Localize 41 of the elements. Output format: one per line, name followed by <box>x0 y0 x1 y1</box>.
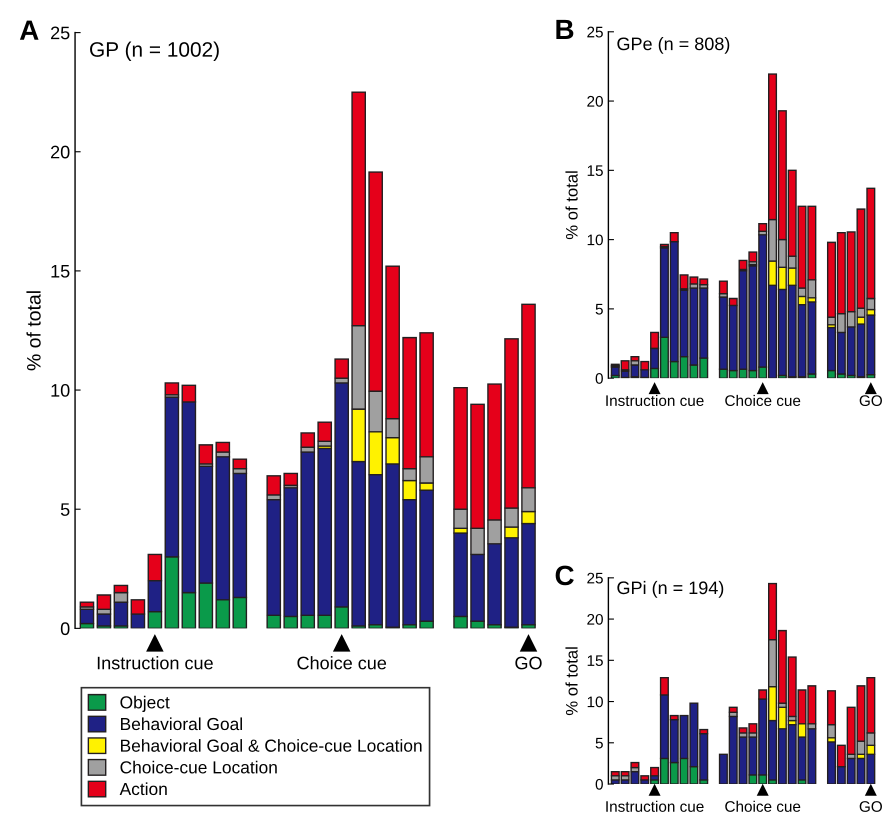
chart-title: GPi (n = 194) <box>617 580 724 598</box>
y-tick-label: 20 <box>587 614 603 625</box>
x-tick-label: Instruction cue <box>606 800 704 812</box>
x-tick-label: Choice cue <box>297 656 386 670</box>
y-tick-label: 10 <box>588 234 603 246</box>
legend-label: Choice-cue Location <box>120 760 277 774</box>
legend-label: Action <box>120 782 167 796</box>
text: B <box>556 20 574 39</box>
text: A <box>20 20 39 40</box>
x-tick-label: Choice cue <box>725 394 800 406</box>
legend-label: Behavioral Goal & Choice-cue Location <box>121 739 422 752</box>
y-axis-title: % of total <box>565 647 578 716</box>
y-tick-label: 20 <box>51 146 70 158</box>
y-tick-label: 5 <box>60 503 70 516</box>
y-tick-label: 0 <box>60 622 70 636</box>
x-tick-label: Choice cue <box>725 800 800 812</box>
y-tick-label: 0 <box>596 778 603 790</box>
y-tick-label: 15 <box>51 265 70 278</box>
y-tick-label: 5 <box>596 304 603 315</box>
y-tick-label: 5 <box>596 738 603 748</box>
x-tick-label: Instruction cue <box>606 394 704 406</box>
chart-title: GPe (n = 808) <box>617 36 730 54</box>
y-tick-label: 25 <box>587 572 603 584</box>
y-axis-title: % of total <box>26 291 41 370</box>
text: C <box>556 566 574 586</box>
legend-label: Behavioral Goal <box>121 717 242 730</box>
y-axis-title: % of total <box>565 171 578 240</box>
y-tick-label: 25 <box>51 26 70 40</box>
legend-label: Object <box>120 696 170 712</box>
x-tick-label: GO <box>860 395 882 406</box>
y-tick-label: 10 <box>51 384 70 397</box>
x-tick-label: GO <box>515 656 542 670</box>
x-tick-label: GO <box>860 801 882 812</box>
y-tick-label: 15 <box>588 655 603 666</box>
y-tick-label: 0 <box>596 373 603 384</box>
x-tick-label: Instruction cue <box>98 656 213 670</box>
y-tick-label: 25 <box>587 26 603 38</box>
y-tick-label: 15 <box>588 165 603 176</box>
y-tick-label: 10 <box>588 696 603 708</box>
y-tick-label: 20 <box>587 96 603 107</box>
chart-title: GP (n = 1002) <box>90 42 219 61</box>
